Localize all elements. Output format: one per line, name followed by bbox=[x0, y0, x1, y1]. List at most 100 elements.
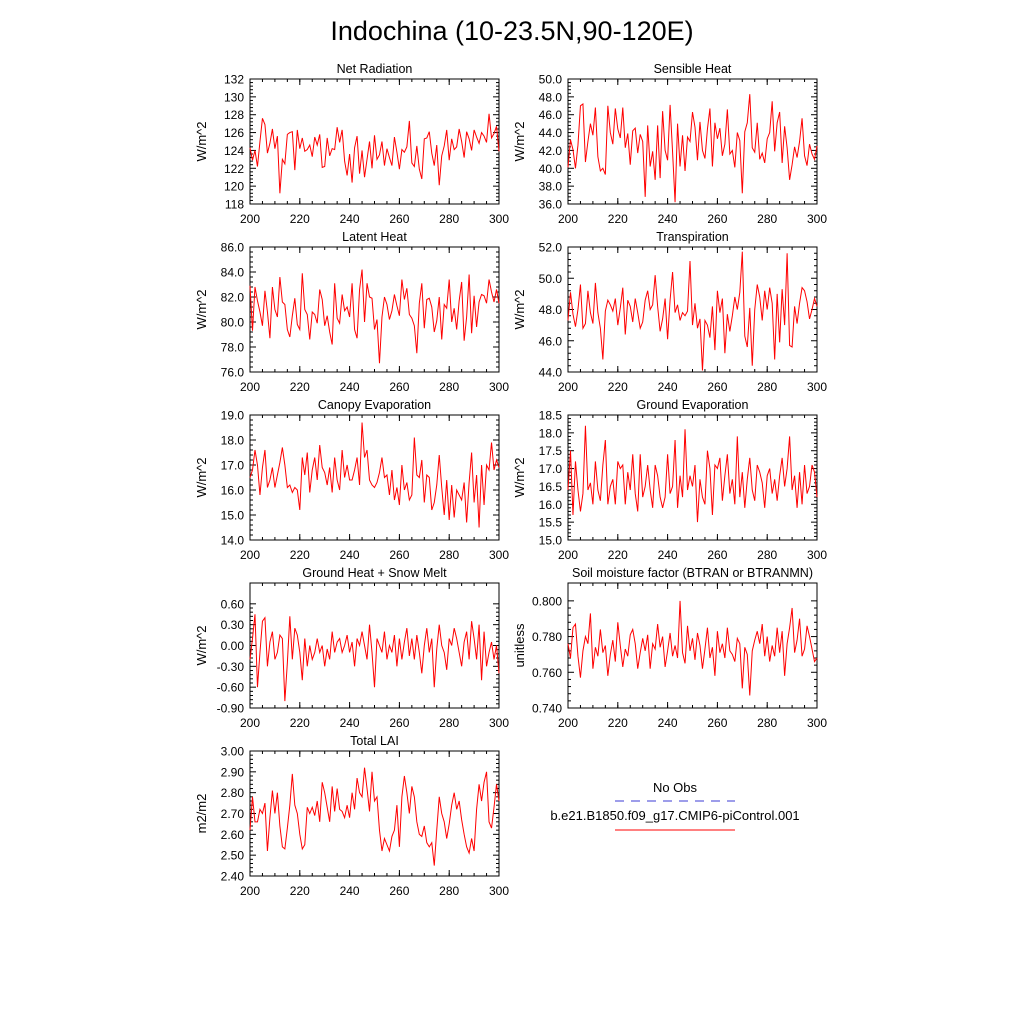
x-tick-label: 200 bbox=[558, 212, 578, 226]
x-tick-label: 300 bbox=[489, 212, 509, 226]
x-tick-label: 300 bbox=[807, 716, 827, 730]
x-tick-label: 220 bbox=[608, 716, 628, 730]
y-tick-label: 46.0 bbox=[539, 108, 563, 122]
series-line-1 bbox=[249, 767, 500, 866]
y-tick-label: 118 bbox=[225, 198, 244, 212]
series-line-1 bbox=[567, 425, 818, 523]
panels: 200 220 240 260 280 300 118 120 122 124 126 128 130 1… bbox=[194, 62, 827, 898]
panel-2: 200 220 240 260 280 300 36.0 38.0 40.0 42.0 44.0 46… bbox=[512, 62, 827, 226]
y-tick-label: 82.0 bbox=[221, 291, 245, 305]
x-tick-label: 220 bbox=[608, 548, 628, 562]
y-axis-label: W/m^2 bbox=[194, 625, 209, 665]
x-tick-label: 300 bbox=[807, 212, 827, 226]
y-tick-label: 18.0 bbox=[221, 434, 245, 448]
y-tick-label: 16.5 bbox=[539, 480, 563, 494]
y-tick-label: 18.5 bbox=[539, 409, 563, 423]
series-line-1 bbox=[249, 113, 500, 194]
y-tick-label: 36.0 bbox=[539, 198, 563, 212]
panel-8: 200 220 240 260 280 300 0.740 0.760 0.780 0.800 So… bbox=[512, 566, 827, 730]
panel-1: 200 220 240 260 280 300 118 120 122 124 126 128 130 1… bbox=[194, 62, 509, 226]
y-tick-label: 17.0 bbox=[539, 462, 563, 476]
y-tick-label: 2.60 bbox=[221, 828, 245, 842]
panel-title: Net Radiation bbox=[337, 62, 413, 76]
panel-title: Transpiration bbox=[656, 230, 729, 244]
x-tick-label: 260 bbox=[389, 716, 409, 730]
y-tick-label: 16.0 bbox=[539, 498, 563, 512]
x-tick-label: 220 bbox=[290, 380, 310, 394]
y-tick-label: -0.60 bbox=[217, 681, 245, 695]
panel-5: 200 220 240 260 280 300 14.0 15.0 16.0 17.0 18.0 19… bbox=[194, 398, 509, 562]
y-axis-label: W/m^2 bbox=[512, 121, 527, 161]
y-axis-label: W/m^2 bbox=[194, 289, 209, 329]
x-tick-label: 220 bbox=[290, 548, 310, 562]
series-line-1 bbox=[567, 94, 818, 203]
panel-title: Latent Heat bbox=[342, 230, 407, 244]
panel-title: Ground Evaporation bbox=[637, 398, 749, 412]
legend-label-no-obs: No Obs bbox=[653, 780, 698, 795]
x-tick-label: 200 bbox=[240, 884, 260, 898]
y-tick-label: 2.50 bbox=[221, 849, 245, 863]
panel-title: Total LAI bbox=[350, 734, 399, 748]
y-tick-label: 46.0 bbox=[539, 334, 563, 348]
x-tick-label: 200 bbox=[558, 380, 578, 394]
y-axis-label: m2/m2 bbox=[194, 794, 209, 834]
y-tick-label: 76.0 bbox=[221, 366, 245, 380]
y-axis-label: W/m^2 bbox=[512, 289, 527, 329]
x-tick-label: 240 bbox=[658, 548, 678, 562]
series-line-1 bbox=[567, 600, 818, 696]
panel-4: 200 220 240 260 280 300 44.0 46.0 48.0 50.0 52.0 Tr… bbox=[512, 230, 827, 394]
y-tick-label: 0.740 bbox=[532, 702, 562, 716]
panel-7: 200 220 240 260 280 300 -0.90 -0.60 -0.30 0.00 0.3… bbox=[194, 566, 509, 730]
y-tick-label: 44.0 bbox=[539, 366, 563, 380]
y-tick-label: 3.00 bbox=[221, 745, 245, 759]
y-tick-label: 86.0 bbox=[221, 241, 245, 255]
x-tick-label: 260 bbox=[389, 548, 409, 562]
y-tick-label: 120 bbox=[224, 180, 244, 194]
y-tick-label: 17.0 bbox=[221, 459, 245, 473]
panel-title: Ground Heat + Snow Melt bbox=[302, 566, 447, 580]
y-tick-label: 0.30 bbox=[221, 618, 245, 632]
panel-title: Soil moisture factor (BTRAN or BTRANMN) bbox=[572, 566, 813, 580]
y-axis-label: W/m^2 bbox=[512, 457, 527, 497]
x-tick-label: 200 bbox=[558, 548, 578, 562]
x-tick-label: 280 bbox=[439, 548, 459, 562]
y-tick-label: 48.0 bbox=[539, 90, 563, 104]
x-tick-label: 240 bbox=[658, 380, 678, 394]
panel-3: 200 220 240 260 280 300 76.0 78.0 80.0 82.0 84.0 86… bbox=[194, 230, 509, 394]
x-tick-label: 200 bbox=[558, 716, 578, 730]
y-axis-label: W/m^2 bbox=[194, 121, 209, 161]
x-tick-label: 300 bbox=[489, 716, 509, 730]
y-tick-label: 48.0 bbox=[539, 303, 563, 317]
x-tick-label: 260 bbox=[389, 884, 409, 898]
y-tick-label: 80.0 bbox=[221, 316, 245, 330]
panel-9: 200 220 240 260 280 300 2.40 2.50 2.60 2.70 2.80 2.… bbox=[194, 734, 509, 898]
y-tick-label: -0.30 bbox=[217, 660, 245, 674]
x-tick-label: 280 bbox=[757, 212, 777, 226]
x-tick-label: 300 bbox=[807, 380, 827, 394]
y-tick-label: 84.0 bbox=[221, 266, 245, 280]
x-tick-label: 260 bbox=[707, 716, 727, 730]
y-tick-label: 2.70 bbox=[221, 807, 245, 821]
x-tick-label: 200 bbox=[240, 212, 260, 226]
y-tick-label: 19.0 bbox=[221, 409, 245, 423]
x-tick-label: 240 bbox=[340, 548, 360, 562]
x-tick-label: 280 bbox=[439, 212, 459, 226]
y-tick-label: 0.760 bbox=[532, 666, 562, 680]
x-tick-label: 260 bbox=[707, 548, 727, 562]
y-tick-label: 17.5 bbox=[539, 444, 563, 458]
x-tick-label: 240 bbox=[340, 716, 360, 730]
figure-title: Indochina (10-23.5N,90-120E) bbox=[330, 16, 693, 46]
x-tick-label: 300 bbox=[489, 548, 509, 562]
y-tick-label: 2.40 bbox=[221, 870, 245, 884]
y-tick-label: 0.60 bbox=[221, 597, 245, 611]
y-tick-label: 38.0 bbox=[539, 180, 563, 194]
x-tick-label: 240 bbox=[340, 212, 360, 226]
y-tick-label: 2.90 bbox=[221, 765, 245, 779]
x-tick-label: 280 bbox=[439, 884, 459, 898]
y-tick-label: 14.0 bbox=[221, 534, 245, 548]
x-tick-label: 240 bbox=[658, 212, 678, 226]
x-tick-label: 240 bbox=[340, 380, 360, 394]
y-tick-label: 2.80 bbox=[221, 786, 245, 800]
